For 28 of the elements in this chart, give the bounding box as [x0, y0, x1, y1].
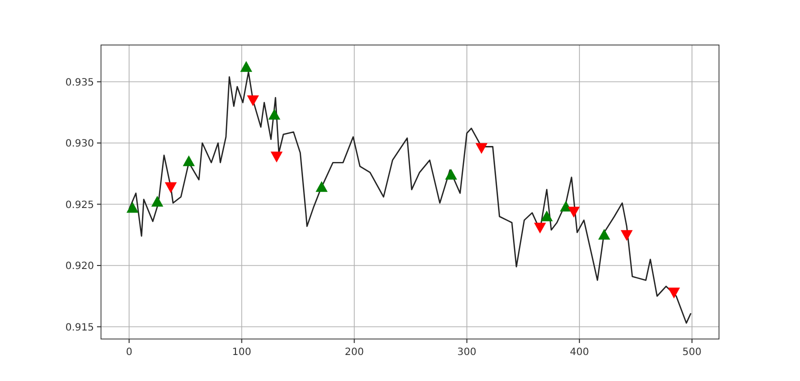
point	[182, 155, 195, 166]
point	[151, 196, 164, 207]
point	[246, 95, 259, 106]
point	[620, 230, 633, 241]
point	[268, 108, 280, 120]
point	[270, 152, 283, 162]
x-tick-label: 200	[344, 347, 364, 358]
x-tick-label: 500	[682, 347, 702, 358]
point	[540, 210, 553, 222]
point	[240, 61, 252, 72]
point	[445, 168, 458, 180]
point	[568, 206, 580, 218]
point	[126, 202, 139, 213]
point	[475, 143, 488, 154]
y-tick-label: 0.935	[65, 77, 94, 88]
x-tick-label: 100	[232, 347, 252, 358]
y-tick-label: 0.925	[65, 200, 94, 211]
y-tick-label: 0.930	[65, 138, 94, 150]
y-tick-label: 0.915	[65, 322, 94, 334]
x-tick-label: 400	[570, 347, 589, 358]
point	[164, 182, 177, 194]
point	[316, 181, 328, 192]
x-tick-label: 300	[457, 347, 476, 358]
x-tick-label: 0	[126, 347, 132, 358]
point	[668, 288, 680, 298]
point	[598, 228, 610, 240]
y-tick-label: 0.920	[65, 261, 94, 272]
point	[534, 222, 546, 234]
